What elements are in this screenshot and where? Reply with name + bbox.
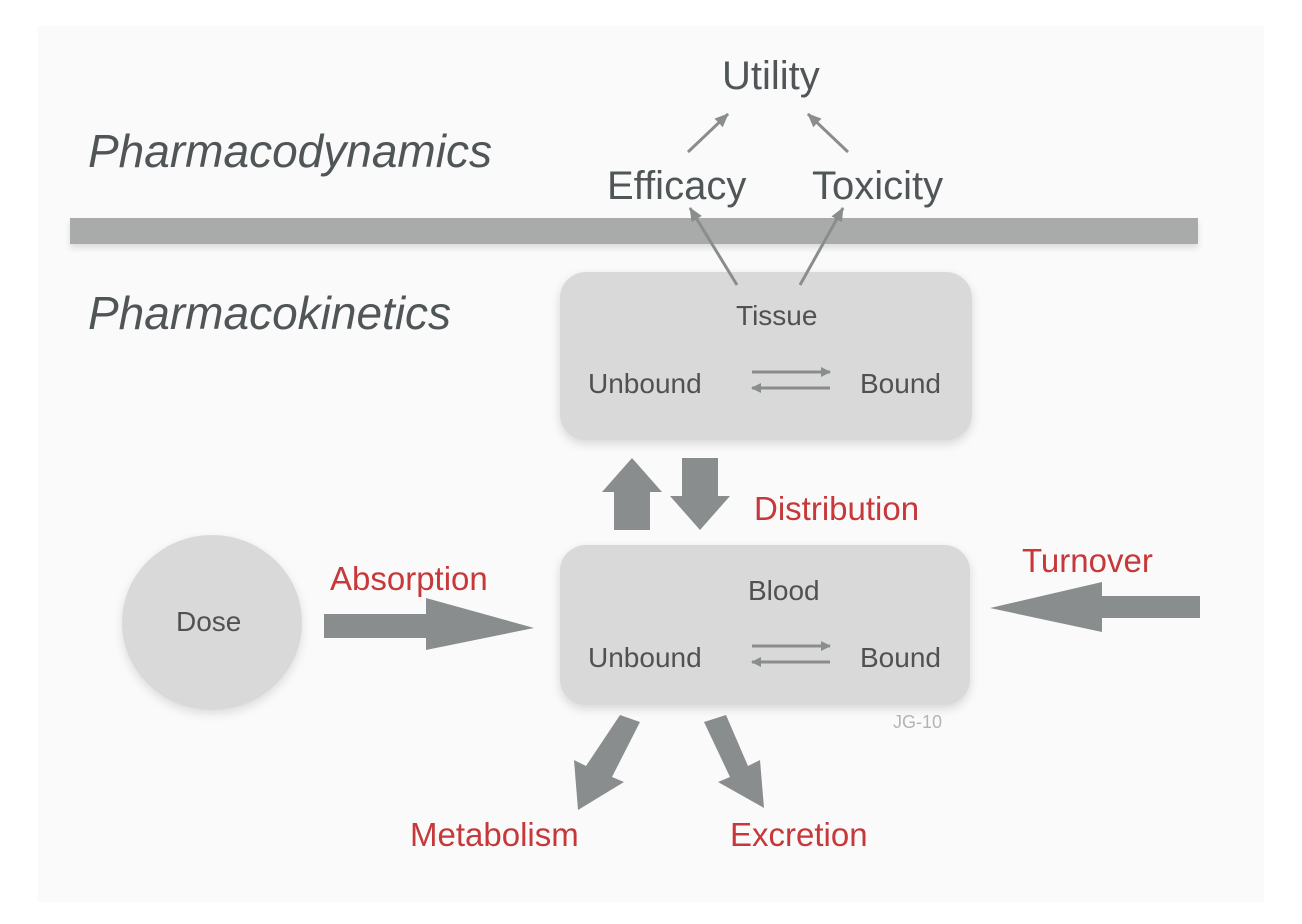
diagram-background <box>38 26 1264 902</box>
efficacy-to-utility-arrow <box>686 112 730 154</box>
absorption-label: Absorption <box>330 560 488 597</box>
utility-label: Utility <box>722 54 820 98</box>
pharmacokinetics-label: Pharmacokinetics <box>88 287 452 339</box>
pharmacodynamics-label: Pharmacodynamics <box>88 125 492 177</box>
dose-label: Dose <box>176 606 242 637</box>
turnover-label: Turnover <box>1022 542 1153 579</box>
tissue-to-toxicity-arrow <box>798 207 845 286</box>
turnover-arrow <box>990 582 1200 632</box>
metabolism-label: Metabolism <box>410 816 579 853</box>
blood-compartment <box>560 545 970 705</box>
tissue-unbound-label: Unbound <box>588 368 702 399</box>
blood-equilibrium-arrows <box>751 641 831 667</box>
blood-bound-label: Bound <box>860 642 941 673</box>
distribution-down-arrow <box>670 458 730 530</box>
tissue-title: Tissue <box>736 300 818 331</box>
excretion-arrow <box>704 715 764 808</box>
metabolism-arrow <box>574 715 640 810</box>
distribution-label: Distribution <box>754 490 920 527</box>
efficacy-label: Efficacy <box>607 164 747 208</box>
blood-unbound-label: Unbound <box>588 642 702 673</box>
pd-pk-divider <box>70 218 1198 244</box>
tissue-bound-label: Bound <box>860 368 941 399</box>
distribution-up-arrow <box>602 458 662 530</box>
tissue-to-efficacy-arrow <box>688 207 739 286</box>
tissue-compartment <box>560 272 972 440</box>
tissue-equilibrium-arrows <box>751 367 831 393</box>
excretion-label: Excretion <box>730 816 868 853</box>
dose-circle <box>122 535 302 710</box>
toxicity-to-utility-arrow <box>806 112 850 154</box>
absorption-arrow <box>324 598 534 650</box>
blood-title: Blood <box>748 575 820 606</box>
toxicity-label: Toxicity <box>812 164 944 208</box>
signature-label: JG-10 <box>893 712 943 732</box>
